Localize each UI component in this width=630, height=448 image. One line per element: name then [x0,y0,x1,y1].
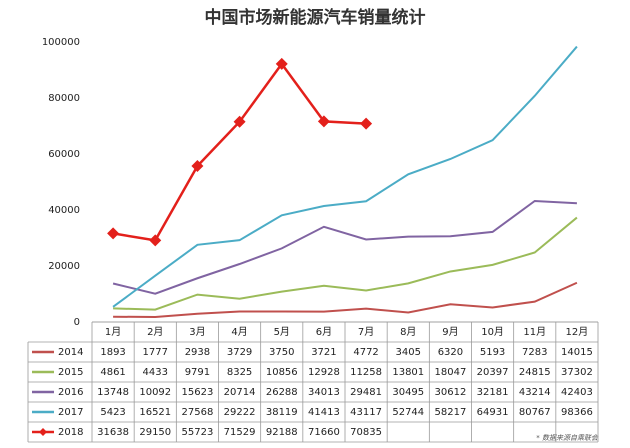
point-marker [233,115,246,128]
table-value: 15623 [182,387,214,398]
table-value: 70835 [350,427,382,438]
table-value: 64931 [477,407,509,418]
x-tick-label: 12月 [566,326,589,338]
table-value: 29481 [350,387,382,398]
table-value: 29222 [224,407,256,418]
legend-label: 2014 [58,347,83,358]
legend-marker [39,428,47,436]
legend-label: 2016 [58,387,83,398]
table-value: 16521 [139,407,171,418]
x-tick-label: 11月 [523,326,546,338]
point-marker [360,117,373,130]
table-value: 9791 [185,367,210,378]
table-value: 4772 [353,347,378,358]
x-tick-label: 3月 [189,326,205,338]
table-value: 43117 [350,407,382,418]
table-value: 3721 [311,347,336,358]
y-tick-label: 60000 [48,149,80,160]
table-value: 30612 [435,387,467,398]
series-line [113,216,578,311]
y-tick-label: 0 [74,317,80,328]
table-value: 38119 [266,407,298,418]
x-tick-label: 9月 [442,326,458,338]
table-value: 2938 [185,347,210,358]
table-value: 42403 [561,387,593,398]
x-tick-label: 2月 [147,326,163,338]
table-value: 18047 [435,367,467,378]
x-tick-label: 6月 [316,326,332,338]
table-value: 12928 [308,367,340,378]
series-line [112,61,367,242]
table-value: 1893 [100,347,125,358]
table-value: 24815 [519,367,551,378]
point-marker [107,227,120,240]
table-value: 14015 [561,347,593,358]
table-value: 98366 [561,407,593,418]
x-tick-label: 1月 [105,326,121,338]
point-marker [275,57,288,70]
table-value: 31638 [97,427,129,438]
legend-label: 2017 [58,407,83,418]
table-value: 71529 [224,427,256,438]
table-value: 8325 [227,367,252,378]
table-value: 3729 [227,347,252,358]
table-value: 4861 [100,367,125,378]
source-note: * 数据来源自乘联会 [536,434,599,442]
point-marker [317,115,330,128]
point-marker [191,159,204,172]
table-value: 55723 [182,427,214,438]
table-value: 43214 [519,387,551,398]
x-tick-label: 7月 [358,326,374,338]
table-value: 13748 [97,387,129,398]
table-value: 11258 [350,367,382,378]
y-tick-label: 80000 [48,93,80,104]
x-tick-label: 4月 [231,326,247,338]
table-value: 41413 [308,407,340,418]
table-value: 20714 [224,387,256,398]
table-value: 5193 [480,347,505,358]
table-value: 3405 [396,347,421,358]
y-tick-label: 20000 [48,261,80,272]
table-value: 10856 [266,367,298,378]
table-value: 58217 [435,407,467,418]
table-value: 7283 [522,347,547,358]
table-value: 4433 [143,367,168,378]
x-tick-label: 8月 [400,326,416,338]
table-value: 1777 [143,347,168,358]
point-marker [149,234,162,247]
legend-label: 2018 [58,427,83,438]
table-value: 6320 [438,347,463,358]
table-value: 27568 [182,407,214,418]
table-value: 30495 [392,387,424,398]
table-value: 34013 [308,387,340,398]
table-value: 3750 [269,347,294,358]
series-line [112,199,577,295]
table-value: 10092 [139,387,171,398]
y-tick-label: 40000 [48,205,80,216]
series-line [112,45,578,308]
table-value: 20397 [477,367,509,378]
x-tick-label: 5月 [274,326,290,338]
chart-title: 中国市场新能源汽车销量统计 [205,7,426,28]
table-value: 92188 [266,427,298,438]
legend-label: 2015 [58,367,83,378]
table-value: 29150 [139,427,171,438]
table-value: 71660 [308,427,340,438]
series-line [113,281,578,319]
x-tick-label: 10月 [481,326,504,338]
table-value: 37302 [561,367,593,378]
table-value: 13801 [392,367,424,378]
table-value: 26288 [266,387,298,398]
table-value: 5423 [100,407,125,418]
table-value: 32181 [477,387,509,398]
table-value: 52744 [392,407,424,418]
y-tick-label: 100000 [42,37,80,48]
table-value: 80767 [519,407,551,418]
